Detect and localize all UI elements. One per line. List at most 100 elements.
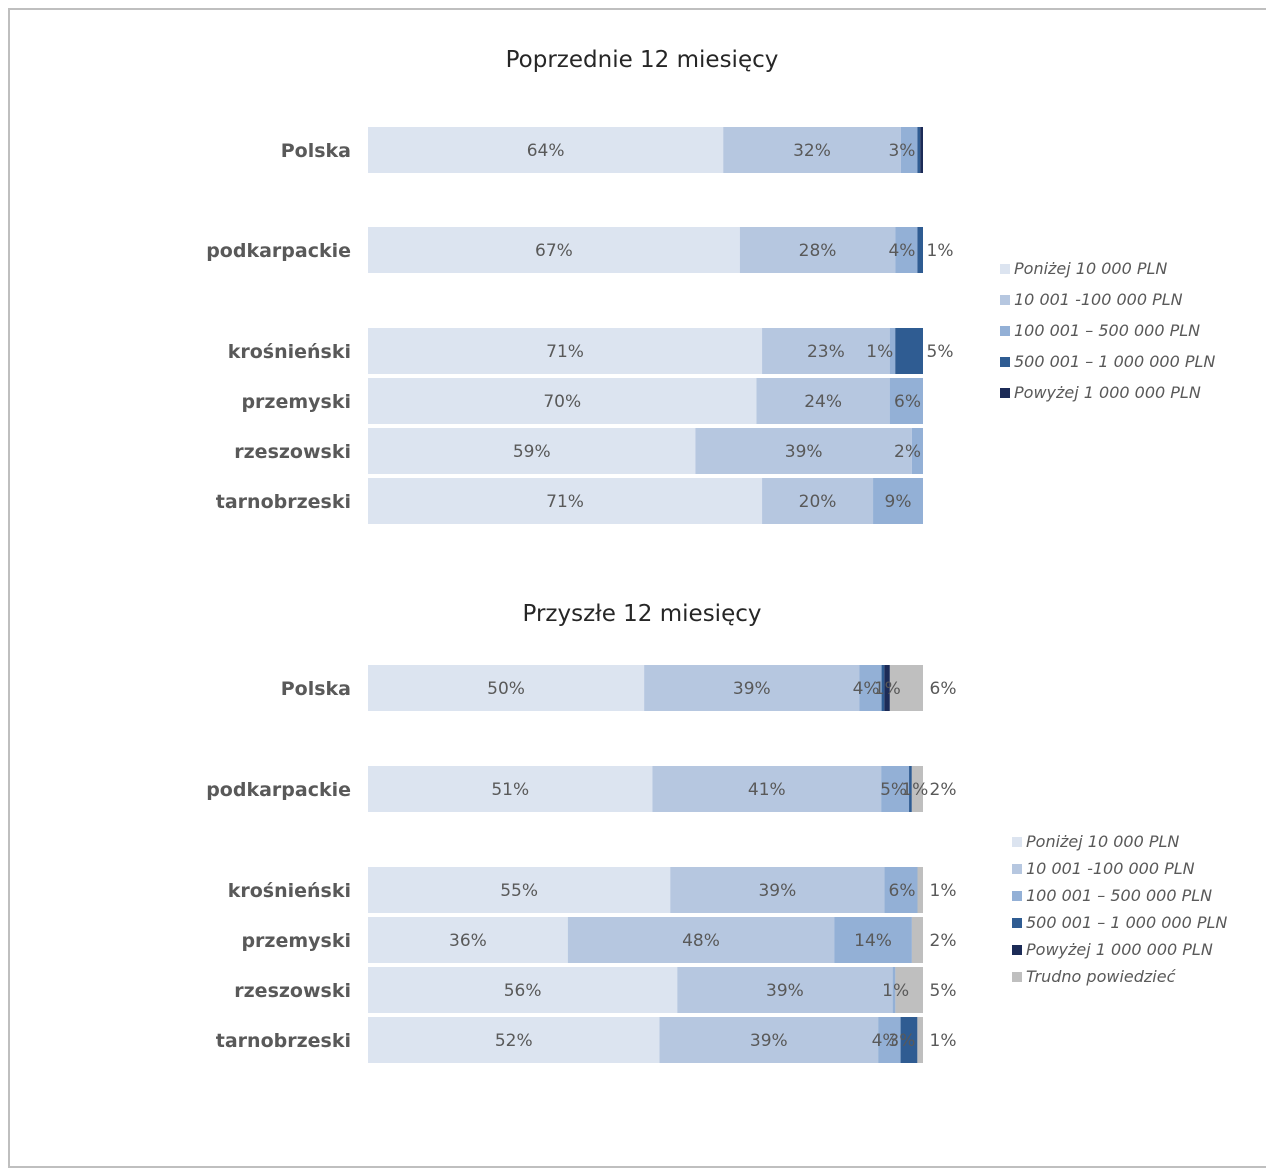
chart-1-data-label: 28% <box>799 241 837 261</box>
chart-2-bar-segment <box>677 967 893 1013</box>
chart-2-bar-segment <box>884 665 890 711</box>
chart-2-data-label: 39% <box>766 981 804 1001</box>
chart-1-bar-segment <box>895 227 918 273</box>
chart-2-data-label: 1% <box>882 981 909 1001</box>
chart-2-data-label: 1% <box>901 780 928 800</box>
chart-1-data-label: 6% <box>894 392 921 412</box>
chart-1-title: Poprzednie 12 miesięcy <box>506 47 779 73</box>
chart-1-data-label: 3% <box>888 141 915 161</box>
chart-1-legend-swatch <box>1000 357 1010 367</box>
chart-1-category-label: rzeszowski <box>234 441 351 463</box>
chart-2-data-label: 36% <box>449 931 487 951</box>
chart-1-legend-label: Powyżej 1 000 000 PLN <box>1014 383 1201 402</box>
chart-2-data-label: 2% <box>930 931 957 951</box>
chart-1-data-label: 5% <box>927 342 954 362</box>
chart-2-data-label: 56% <box>504 981 542 1001</box>
chart-2-legend-label: 10 001 -100 000 PLN <box>1026 859 1195 878</box>
chart-2-bar-segment <box>881 766 910 812</box>
chart-1-data-label: 1% <box>927 241 954 261</box>
chart-1-bar-segment <box>756 378 890 424</box>
chart-1-data-label: 59% <box>513 442 551 462</box>
chart-1-category-label: tarnobrzeski <box>216 491 351 513</box>
chart-2-category-label: rzeszowski <box>234 980 351 1002</box>
chart-2-data-label: 50% <box>487 679 525 699</box>
chart-2-legend-swatch <box>1012 972 1022 982</box>
chart-2-data-label: 2% <box>930 780 957 800</box>
chart-2-bar-segment <box>895 967 923 1013</box>
chart-1-legend-swatch <box>1000 264 1010 274</box>
chart-2-bar-segment <box>368 766 653 812</box>
chart-2-data-label: 5% <box>930 981 957 1001</box>
chart-1-legend-label: 500 001 – 1 000 000 PLN <box>1014 352 1215 371</box>
chart-1-bar-segment <box>723 127 901 173</box>
chart-2-bar-segment <box>644 665 860 711</box>
chart-1-data-label: 64% <box>527 141 565 161</box>
chart-2-category-label: Polska <box>281 678 351 700</box>
chart-2-category-label: przemyski <box>241 930 351 952</box>
chart-2-bar-segment <box>911 917 923 963</box>
chart-2-bar-segment <box>368 665 645 711</box>
chart-1-data-label: 4% <box>888 241 915 261</box>
chart-1-data-label: 71% <box>546 492 584 512</box>
chart-1-bar-segment <box>900 127 918 173</box>
chart-2-bar-segment <box>878 1017 901 1063</box>
chart-1-bar-segment <box>911 428 923 474</box>
chart-2-data-label: 52% <box>495 1031 533 1051</box>
chart-2-bar-segment <box>917 867 923 913</box>
chart-2-data-label: 4% <box>872 1031 899 1051</box>
chart-2-bar-segment <box>917 1017 923 1063</box>
chart-1-data-label: 20% <box>799 492 837 512</box>
chart-2-bar-segment <box>368 967 678 1013</box>
chart-2-bar-segment <box>884 867 918 913</box>
chart-2-data-label: 39% <box>758 881 796 901</box>
chart-2-data-label: 6% <box>889 881 916 901</box>
chart-1-category-label: Polska <box>281 140 351 162</box>
chart-2-bar-segment <box>911 766 923 812</box>
chart-1-bar-segment <box>695 428 912 474</box>
chart-1-data-label: 70% <box>543 392 581 412</box>
chart-1-bar-segment <box>920 127 923 173</box>
chart-2-bar-segment <box>881 665 885 711</box>
chart-1-bar-segment <box>895 328 923 374</box>
chart-1-data-label: 39% <box>785 442 823 462</box>
chart-2-data-label: 39% <box>750 1031 788 1051</box>
chart-2-bar-segment <box>670 867 885 913</box>
chart-2-bar-segment <box>834 917 912 963</box>
chart-1-bar-segment <box>917 127 921 173</box>
chart-2-bar-segment <box>859 665 882 711</box>
chart-2-legend-label: 500 001 – 1 000 000 PLN <box>1026 913 1227 932</box>
chart-2-data-label: 51% <box>491 780 529 800</box>
chart-2-legend-label: Powyżej 1 000 000 PLN <box>1026 940 1213 959</box>
chart-2-data-label: 1% <box>874 679 901 699</box>
chart-2-data-label: 55% <box>500 881 538 901</box>
chart-1-bar-segment <box>889 378 923 424</box>
chart-2-bar-segment <box>368 867 671 913</box>
chart-2-legend-label: Poniżej 10 000 PLN <box>1026 832 1179 851</box>
chart-2-legend-swatch <box>1012 918 1022 928</box>
chart-2-bar-segment <box>368 917 568 963</box>
chart-1-data-label: 71% <box>546 342 584 362</box>
chart-1-bar-segment <box>368 478 763 524</box>
chart-1-data-label: 23% <box>807 342 845 362</box>
chart-2-bar-segment <box>652 766 882 812</box>
chart-1-legend-swatch <box>1000 388 1010 398</box>
chart-2-legend-swatch <box>1012 837 1022 847</box>
chart-1-bar-segment <box>368 227 740 273</box>
chart-2-data-label: 1% <box>930 1031 957 1051</box>
chart-2-bar-segment <box>567 917 835 963</box>
chart-1-legend-label: Poniżej 10 000 PLN <box>1014 259 1167 278</box>
chart-2-bar-segment <box>900 1017 918 1063</box>
chart-2-bar-segment <box>659 1017 879 1063</box>
chart-2-legend-label: Trudno powiedzieć <box>1026 967 1177 986</box>
chart-1-bar-segment <box>917 227 923 273</box>
chart-2-data-label: 6% <box>930 679 957 699</box>
chart-2-bar-segment <box>889 665 923 711</box>
chart-2-legend-swatch <box>1012 864 1022 874</box>
chart-2-legend-label: 100 001 – 500 000 PLN <box>1026 886 1212 905</box>
chart-1-bar-segment <box>889 328 896 374</box>
chart-2-data-label: 3% <box>888 1031 915 1051</box>
chart-1-category-label: krośnieński <box>228 341 351 363</box>
chart-2-data-label: 5% <box>880 780 907 800</box>
chart-2-data-label: 41% <box>748 780 786 800</box>
